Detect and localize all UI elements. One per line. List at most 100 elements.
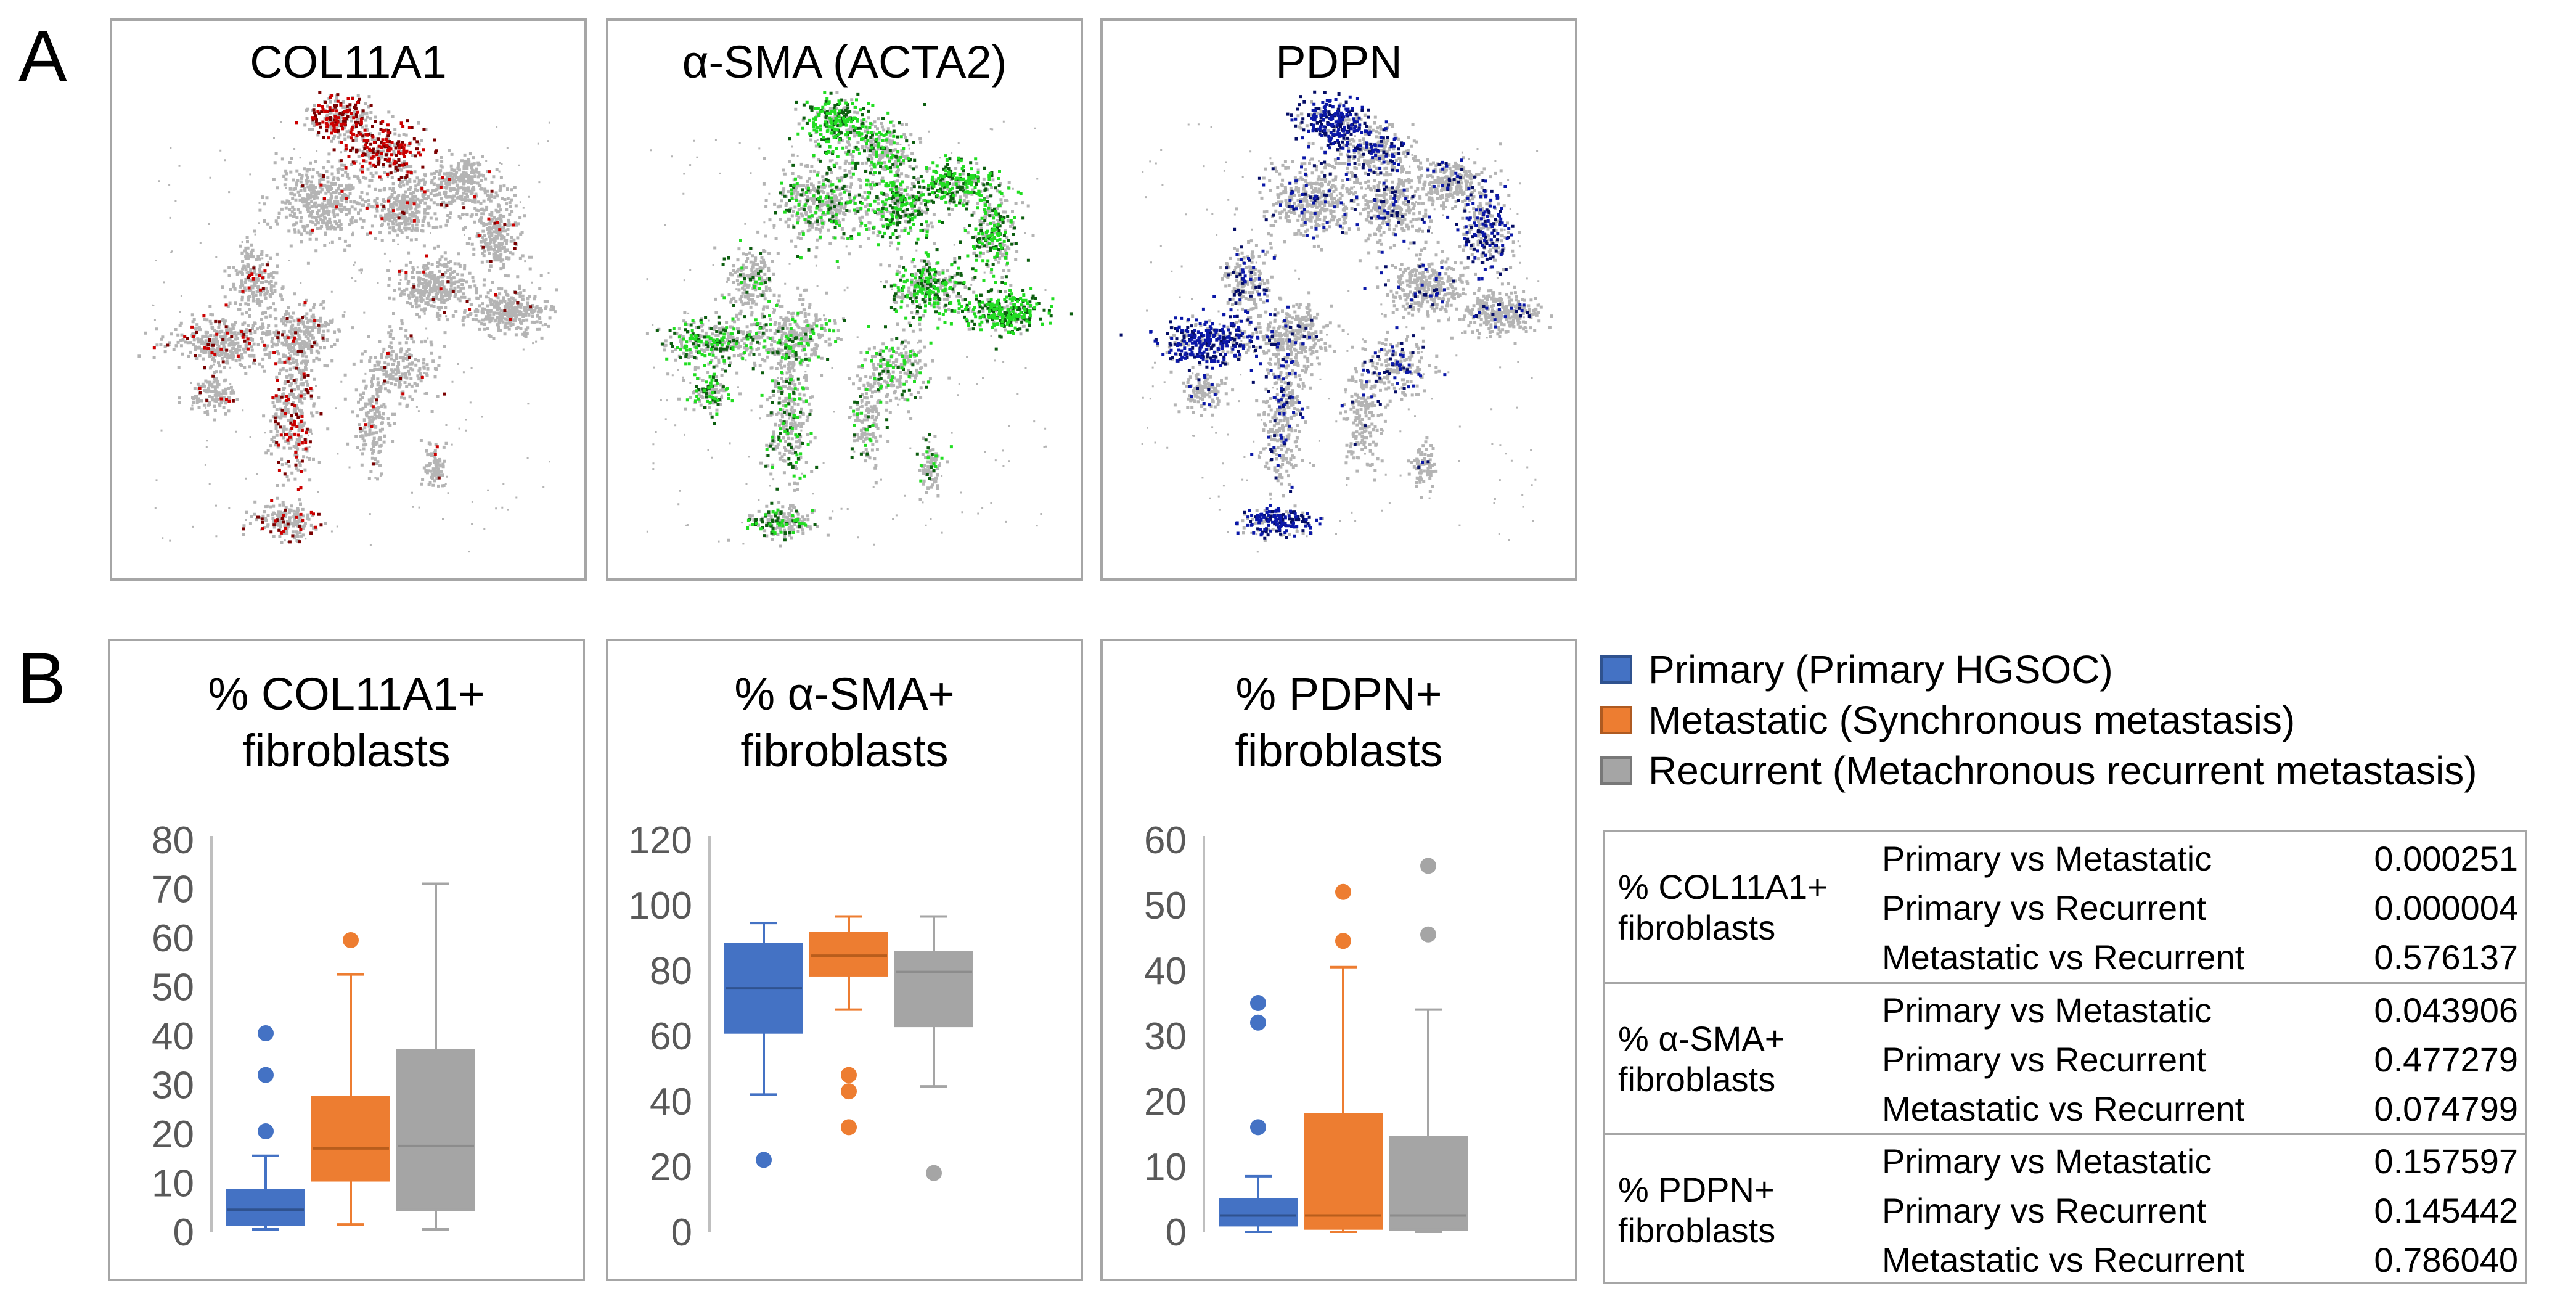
tsne-negative-cells (645, 91, 1047, 548)
boxplot-acta2: % α-SMA+ fibroblasts 0 20 40 60 80 100 120 (606, 639, 1083, 1281)
outlier-point (841, 1067, 857, 1083)
y-tick-label: 80 (152, 819, 194, 862)
legend-label-primary: Primary (Primary HGSOC) (1648, 647, 2113, 692)
y-tick-label: 100 (629, 885, 692, 927)
y-tick-label: 0 (1166, 1211, 1187, 1254)
legend-label-metastatic: Metastatic (Synchronous metastasis) (1648, 698, 2296, 742)
y-tick-label: 50 (1144, 885, 1187, 927)
y-tick-label: 30 (152, 1065, 194, 1107)
pvalue-value: 0.477279 (2374, 1039, 2518, 1079)
pvalue-table: % COL11A1+ fibroblasts Primary vs Metast… (1603, 830, 2527, 1284)
pvalue-comparison: Metastatic vs Recurrent (1882, 1240, 2245, 1279)
box-iqr (1219, 1198, 1298, 1227)
y-tick-label: 10 (1144, 1146, 1187, 1189)
legend-item-primary: Primary (Primary HGSOC) (1600, 645, 2113, 694)
box-primary (724, 922, 803, 1168)
boxplot-title-line2: fibroblasts (242, 725, 451, 776)
pvalue-comparison: Metastatic vs Recurrent (1882, 1089, 2245, 1128)
outlier-point (1420, 926, 1436, 943)
y-tick-label: 30 (1144, 1015, 1187, 1058)
panel-a-label: A (18, 15, 67, 97)
tsne-expression-points (152, 91, 533, 544)
y-tick-label: 50 (152, 967, 194, 1009)
y-tick-label: 120 (629, 819, 692, 862)
pvalue-row: Primary vs Recurrent 0.477279 (1882, 1035, 2518, 1084)
box-primary (1219, 995, 1298, 1233)
pvalue-value: 0.145442 (2374, 1190, 2518, 1230)
pvalue-group-label-line1: % COL11A1+ (1618, 867, 1828, 906)
pvalue-value: 0.074799 (2374, 1089, 2518, 1128)
tsne-background-points (137, 94, 558, 553)
pvalue-group-label: % PDPN+ fibroblasts (1618, 1170, 1775, 1251)
outlier-point (1250, 1119, 1266, 1136)
outlier-point (1420, 858, 1436, 874)
pvalue-row: Primary vs Metastatic 0.043906 (1882, 985, 2518, 1035)
box-iqr (1304, 1113, 1383, 1230)
pvalue-group-label: % COL11A1+ fibroblasts (1618, 867, 1828, 948)
box-iqr (226, 1189, 305, 1226)
y-tick-label: 60 (650, 1015, 692, 1058)
outlier-point (1335, 883, 1351, 900)
outlier-point (343, 932, 359, 948)
pvalue-group-label-line2: fibroblasts (1618, 908, 1776, 947)
y-tick-label: 40 (1144, 950, 1187, 993)
outlier-point (841, 1083, 857, 1100)
tsne-background-points (1141, 100, 1553, 553)
tsne-plot-pdpn: PDPN (1100, 18, 1577, 581)
box-recurrent (894, 915, 973, 1181)
panel-b-label: B (17, 638, 66, 719)
y-tick-label: 60 (152, 917, 194, 960)
pvalue-comparison: Primary vs Recurrent (1882, 888, 2206, 927)
boxplot-title-pdpn: % PDPN+ fibroblasts (1103, 666, 1575, 779)
pvalue-comparison: Primary vs Recurrent (1882, 1190, 2206, 1230)
pvalue-value: 0.000251 (2374, 838, 2518, 878)
boxplot-col11a1: % COL11A1+ fibroblasts 0 10 20 30 40 50 60 70 80 (108, 639, 585, 1281)
y-tick-label: 0 (671, 1211, 692, 1254)
box-metastatic (311, 932, 390, 1226)
pvalue-row: Primary vs Recurrent 0.145442 (1882, 1186, 2518, 1235)
boxplot-chart-pdpn: 0 10 20 30 40 50 60 (1144, 819, 1468, 1254)
boxplot-title-line1: % COL11A1+ (208, 668, 485, 719)
y-tick-label: 20 (650, 1146, 692, 1189)
pvalue-group-label: % α-SMA+ fibroblasts (1618, 1018, 1785, 1100)
legend-swatch-recurrent (1600, 756, 1632, 785)
legend-swatch-metastatic (1600, 706, 1632, 734)
y-tick-label: 20 (1144, 1081, 1187, 1123)
boxplot-title-acta2: % α-SMA+ fibroblasts (608, 666, 1081, 779)
pvalue-group-label-line1: % PDPN+ (1618, 1170, 1775, 1209)
y-tick-label: 60 (1144, 819, 1187, 862)
boxplot-title-line2: fibroblasts (1235, 725, 1443, 776)
tsne-expression-points (655, 91, 1073, 542)
legend-label-recurrent: Recurrent (Metachronous recurrent metast… (1648, 748, 2477, 793)
boxplot-title-line2: fibroblasts (740, 725, 949, 776)
boxplot-title-col11a1: % COL11A1+ fibroblasts (110, 666, 583, 779)
boxplot-chart-acta2: 0 20 40 60 80 100 120 (629, 819, 973, 1254)
tsne-negative-cells (1141, 100, 1553, 553)
y-tick-label: 40 (152, 1015, 194, 1058)
pvalue-row: Metastatic vs Recurrent 0.786040 (1882, 1235, 2518, 1284)
tsne-scatter-acta2 (645, 91, 1073, 548)
pvalue-value: 0.786040 (2374, 1240, 2518, 1279)
pvalue-group-col11a1: % COL11A1+ fibroblasts Primary vs Metast… (1605, 832, 2525, 982)
pvalue-comparison: Primary vs Recurrent (1882, 1039, 2206, 1079)
outlier-point (258, 1123, 274, 1140)
tsne-scatter-pdpn (1119, 90, 1553, 553)
tsne-scatter-col11a1 (137, 91, 558, 553)
pvalue-group-label-line2: fibroblasts (1618, 1211, 1776, 1250)
outlier-point (1250, 995, 1266, 1011)
outlier-point (258, 1025, 274, 1042)
tsne-low-expression-cells (1119, 90, 1531, 540)
boxplot-pdpn: % PDPN+ fibroblasts 0 10 20 30 40 50 60 (1100, 639, 1577, 1281)
tsne-title-pdpn: PDPN (1275, 36, 1402, 88)
tsne-high-expression-cells (665, 91, 1055, 535)
outlier-point (258, 1067, 274, 1083)
outlier-point (926, 1165, 942, 1181)
legend-swatch-primary (1600, 655, 1632, 684)
box-recurrent (1389, 858, 1468, 1233)
box-recurrent (396, 882, 475, 1231)
tsne-high-expression-cells (152, 94, 515, 535)
pvalue-row: Primary vs Metastatic 0.000251 (1882, 834, 2518, 883)
pvalue-comparison: Primary vs Metastatic (1882, 1141, 2212, 1181)
y-tick-label: 80 (650, 950, 692, 993)
tsne-negative-cells (137, 94, 558, 553)
